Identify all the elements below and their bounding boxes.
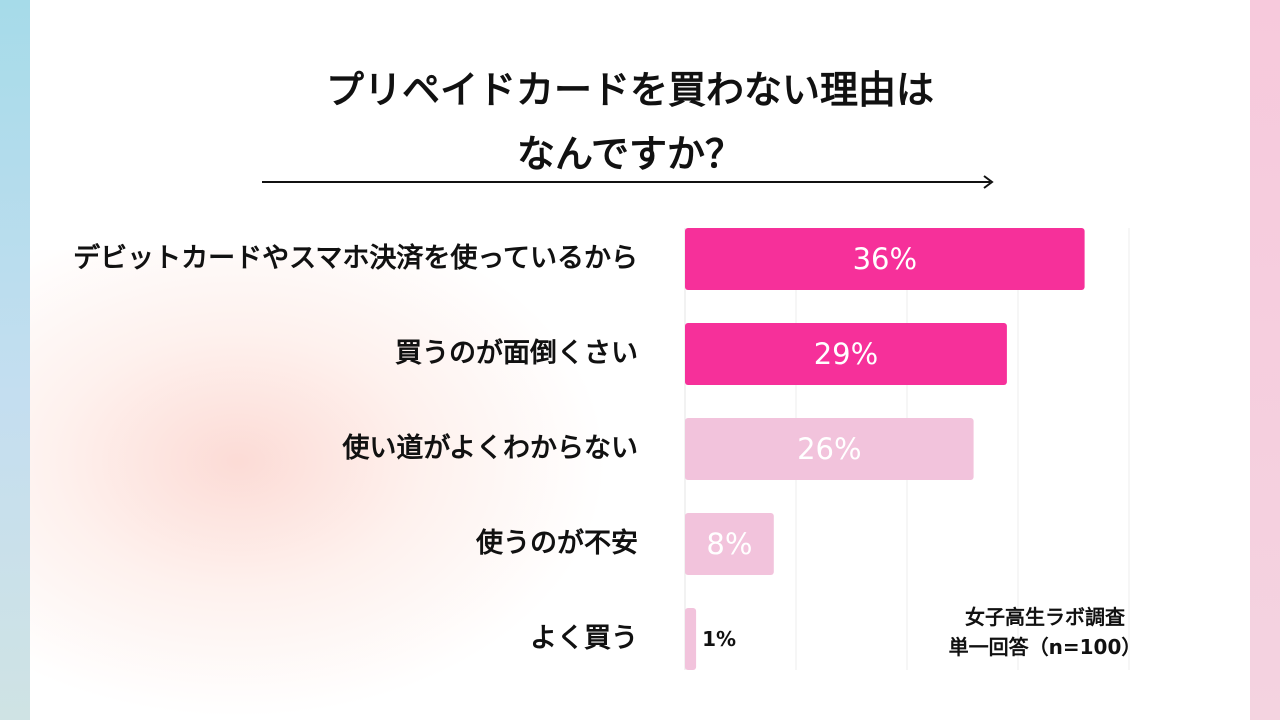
source-line2: 単一回答（n=100）: [948, 635, 1142, 659]
title-underline-arrow: [262, 175, 994, 189]
source-note: 女子高生ラボ調査 単一回答（n=100）: [945, 602, 1145, 662]
bar-value-label: 26%: [797, 432, 861, 466]
bar: [685, 323, 1007, 385]
background-glow: [30, 250, 610, 720]
chart-card: プリペイドカードを買わない理由は なんですか？ デビットカードやスマホ決済を使っ…: [30, 0, 1250, 720]
category-label: よく買う: [530, 623, 638, 654]
category-label: 買うのが面倒くさい: [395, 338, 638, 369]
bar: [685, 418, 974, 480]
bar-value-label: 29%: [814, 337, 878, 371]
bar-value-label: 36%: [853, 242, 917, 276]
bar: [685, 513, 774, 575]
bar-value-label: 8%: [706, 527, 752, 561]
bar: [685, 608, 697, 670]
right-edge-strip: [1250, 0, 1280, 720]
category-label: 使うのが不安: [476, 528, 638, 559]
category-label: デビットカードやスマホ決済を使っているから: [73, 243, 638, 274]
source-line1: 女子高生ラボ調査: [965, 605, 1125, 629]
bar-chart: 36% 29% 26% 8% 1%: [684, 228, 1130, 670]
bar: [685, 228, 1085, 290]
bar-value-label: 1%: [702, 627, 736, 651]
category-label: 使い道がよくわからない: [342, 433, 638, 464]
chart-title-line1: プリペイドカードを買わない理由は: [325, 68, 934, 112]
chart-title-line2: なんですか？: [516, 132, 744, 176]
